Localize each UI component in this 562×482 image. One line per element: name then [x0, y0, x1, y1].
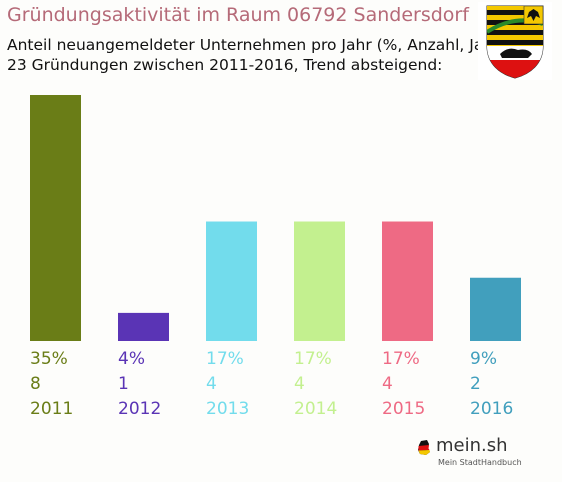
year-label-2014: 2014 [294, 399, 337, 419]
percent-label-2016: 9% [470, 349, 497, 369]
chart-title: Gründungsaktivität im Raum 06792 Sanders… [7, 4, 469, 26]
bar-2013 [206, 221, 257, 341]
bar-2011 [30, 95, 81, 341]
year-label-2015: 2015 [382, 399, 425, 419]
percent-label-2012: 4% [118, 349, 145, 369]
logo-text: mein.sh [436, 435, 508, 456]
year-label-2011: 2011 [30, 399, 73, 419]
logo-tagline: Mein StadtHandbuch [438, 458, 522, 467]
count-label-2015: 4 [382, 374, 393, 394]
year-label-2012: 2012 [118, 399, 161, 419]
chart-subtitle: Anteil neuangemeldeter Unternehmen pro J… [7, 35, 506, 75]
subtitle-line-2: 23 Gründungen zwischen 2011-2016, Trend … [7, 56, 443, 74]
count-label-2014: 4 [294, 374, 305, 394]
bar-2014 [294, 221, 345, 341]
bar-2012 [118, 312, 169, 341]
count-label-2013: 4 [206, 374, 217, 394]
subtitle-line-1: Anteil neuangemeldeter Unternehmen pro J… [7, 36, 506, 54]
count-label-2016: 2 [470, 374, 481, 394]
bar-2015 [382, 221, 433, 341]
percent-label-2013: 17% [206, 349, 244, 369]
coat-of-arms-icon [478, 2, 552, 80]
year-label-2013: 2013 [206, 399, 249, 419]
germany-flag-icon [418, 440, 430, 455]
percent-label-2015: 17% [382, 349, 420, 369]
percent-label-2011: 35% [30, 349, 68, 369]
percent-label-2014: 17% [294, 349, 332, 369]
mein-sh-logo[interactable]: mein.sh Mein StadtHandbuch [416, 434, 531, 474]
count-label-2011: 8 [30, 374, 41, 394]
year-label-2016: 2016 [470, 399, 513, 419]
bar-2016 [470, 277, 521, 341]
count-label-2012: 1 [118, 374, 129, 394]
